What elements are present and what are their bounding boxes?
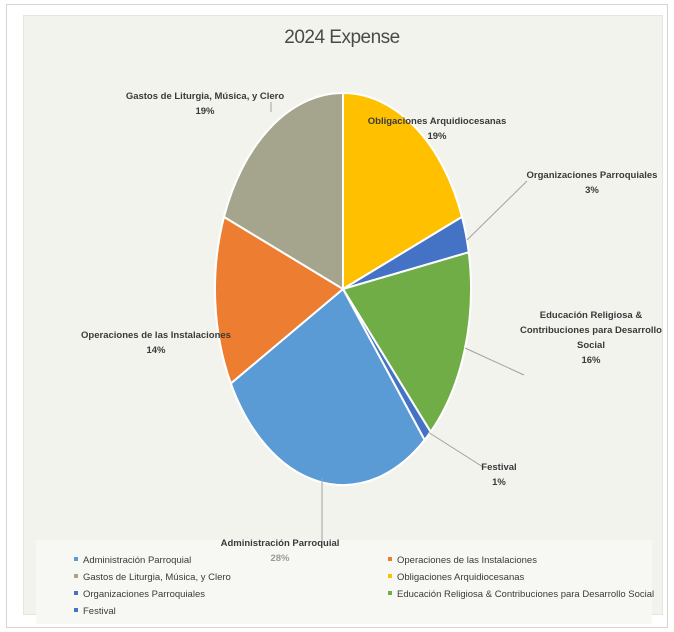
slice-educacion bbox=[341, 250, 472, 434]
pie-slices bbox=[214, 91, 472, 486]
chart-title: 2024 Expense bbox=[284, 27, 400, 48]
label-obligaciones: Obligaciones Arquidiocesanas bbox=[368, 116, 507, 127]
label-educacion: Educación Religiosa & Contribuciones para… bbox=[520, 310, 662, 351]
legend-marker-operaciones bbox=[388, 557, 392, 561]
legend-label-operaciones: Operaciones de las Instalaciones bbox=[397, 555, 537, 566]
legend-marker-administracion bbox=[74, 557, 78, 561]
legend-label-administracion: Administración Parroquial bbox=[83, 555, 191, 566]
label-administracion: Administración Parroquial bbox=[221, 538, 340, 549]
legend-label-festival: Festival bbox=[83, 606, 116, 617]
slice-labels: Administración Parroquial 28% Operaciones … bbox=[81, 91, 662, 564]
pct-organizaciones: 3% bbox=[585, 185, 599, 196]
legend-marker-obligaciones bbox=[388, 574, 392, 578]
leader-organizaciones bbox=[466, 180, 528, 241]
legend-marker-educacion bbox=[388, 591, 392, 595]
pct-educacion: 16% bbox=[581, 355, 601, 366]
slice-gastos-liturgia bbox=[222, 91, 344, 291]
pct-festival: 1% bbox=[492, 477, 506, 488]
legend-label-educacion: Educación Religiosa & Contribuciones par… bbox=[397, 589, 654, 600]
label-organizaciones: Organizaciones Parroquiales bbox=[527, 170, 658, 181]
legend-marker-organizaciones bbox=[74, 591, 78, 595]
pct-gastos-liturgia: 19% bbox=[195, 106, 215, 117]
label-gastos-liturgia: Gastos de Liturgia, Música, y Clero bbox=[126, 91, 285, 102]
leader-lines bbox=[270, 102, 528, 544]
leader-educacion bbox=[464, 347, 525, 376]
legend-label-gastos-liturgia: Gastos de Liturgia, Música, y Clero bbox=[83, 572, 231, 583]
slice-administracion bbox=[229, 287, 426, 486]
pct-obligaciones: 19% bbox=[427, 131, 447, 142]
legend-label-obligaciones: Obligaciones Arquidiocesanas bbox=[397, 572, 525, 583]
pct-administracion: 28% bbox=[270, 553, 290, 564]
slice-operaciones bbox=[214, 215, 345, 386]
pct-operaciones: 14% bbox=[146, 345, 166, 356]
legend-marker-gastos-liturgia bbox=[74, 574, 78, 578]
legend: Administración Parroquial Operaciones de … bbox=[74, 555, 654, 617]
label-festival: Festival bbox=[481, 462, 516, 473]
legend-label-organizaciones: Organizaciones Parroquiales bbox=[83, 589, 205, 600]
leader-festival bbox=[427, 431, 484, 468]
legend-box bbox=[36, 540, 652, 624]
label-operaciones: Operaciones de las Instalaciones bbox=[81, 330, 231, 341]
slice-obligaciones bbox=[342, 91, 464, 291]
legend-marker-festival bbox=[74, 608, 78, 612]
